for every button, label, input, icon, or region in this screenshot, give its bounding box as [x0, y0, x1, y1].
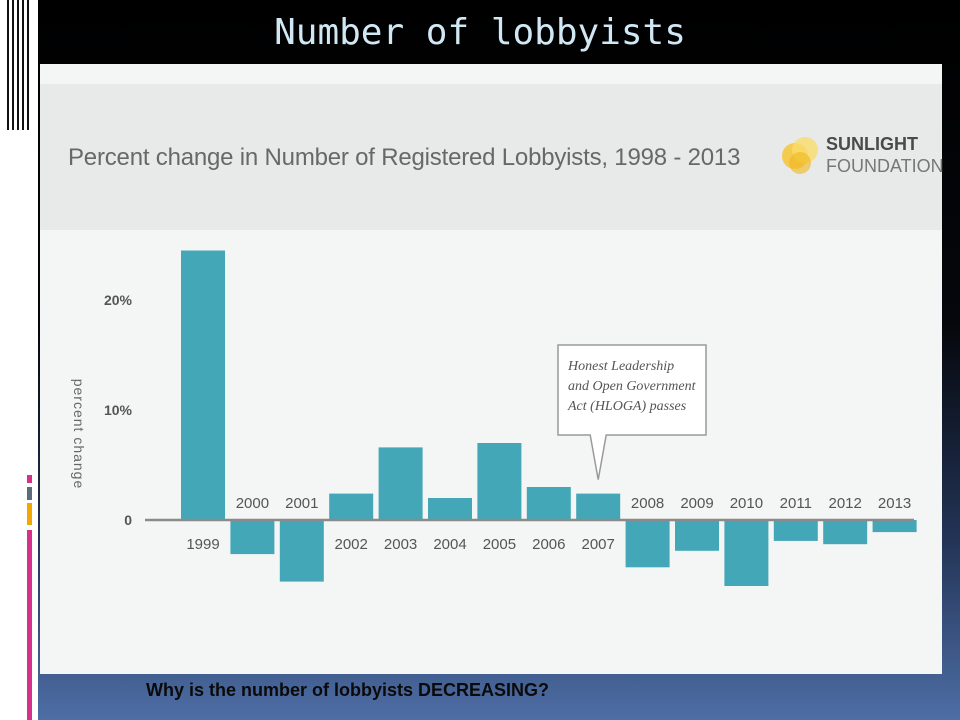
accent-square-gold: [27, 503, 32, 525]
category-label-2010: 2010: [730, 495, 763, 512]
accent-bar-pink: [27, 530, 32, 720]
accent-square-gray: [27, 487, 32, 500]
bar-1999: [181, 250, 225, 520]
bar-2003: [378, 447, 423, 520]
bar-2002: [329, 493, 374, 520]
bar-2004: [428, 498, 472, 520]
annotation-text-line: Honest Leadership: [567, 359, 674, 374]
category-label-1999: 1999: [186, 536, 219, 553]
category-label-2006: 2006: [532, 536, 565, 553]
bar-2005: [477, 443, 522, 520]
left-decorative-strip: [0, 0, 38, 720]
category-label-2008: 2008: [631, 495, 664, 512]
bar-2013: [872, 520, 917, 533]
y-tick-label: 10%: [104, 402, 133, 418]
slide-title: Number of lobbyists: [274, 12, 686, 53]
bar-2012: [823, 520, 868, 545]
bar-2010: [724, 520, 769, 586]
category-label-2012: 2012: [829, 495, 862, 512]
bar-2008: [625, 520, 670, 568]
bar-chart-plot: 1999 2000 2001 2002 2003 2004 2005 2006 2007 2008…: [71, 250, 917, 586]
sunlight-foundation-logo: SUNLIGHT FOUNDATION: [778, 126, 944, 186]
y-tick-label: 20%: [104, 292, 133, 308]
chart-panel: Percent change in Number of Registered L…: [40, 64, 944, 674]
logo-sub: FOUNDATION: [826, 156, 944, 176]
bar-2011: [773, 520, 818, 541]
category-label-2002: 2002: [335, 536, 368, 553]
bar-2007: [576, 493, 621, 520]
bar-2001: [279, 520, 324, 582]
sunlight-logo-icon: [782, 137, 818, 174]
category-label-2009: 2009: [680, 495, 713, 512]
category-label-2003: 2003: [384, 536, 417, 553]
category-label-2005: 2005: [483, 536, 516, 553]
category-label-2001: 2001: [285, 495, 318, 512]
annotation-text-line: Act (HLOGA) passes: [567, 399, 687, 414]
category-label-2004: 2004: [433, 536, 466, 553]
category-label-2011: 2011: [780, 495, 812, 512]
accent-square-pink: [27, 475, 32, 483]
annotation-callout-box: [557, 344, 707, 480]
annotation-text-line: and Open Government: [568, 379, 697, 394]
logo-name: SUNLIGHT: [826, 134, 918, 154]
bar-2000: [230, 520, 275, 555]
bar-2009: [675, 520, 719, 551]
category-label-2013: 2013: [878, 495, 911, 512]
chart-title: Percent change in Number of Registered L…: [68, 144, 741, 171]
footer-question: Why is the number of lobbyists DECREASIN…: [146, 680, 550, 700]
decorative-lines: [7, 0, 29, 130]
y-tick-label: 0: [124, 512, 132, 528]
category-label-2007: 2007: [582, 536, 615, 553]
y-axis-label: percent change: [71, 379, 87, 490]
bar-2006: [526, 487, 571, 520]
category-label-2000: 2000: [236, 495, 269, 512]
chart-header-band: Percent change in Number of Registered L…: [40, 84, 944, 230]
